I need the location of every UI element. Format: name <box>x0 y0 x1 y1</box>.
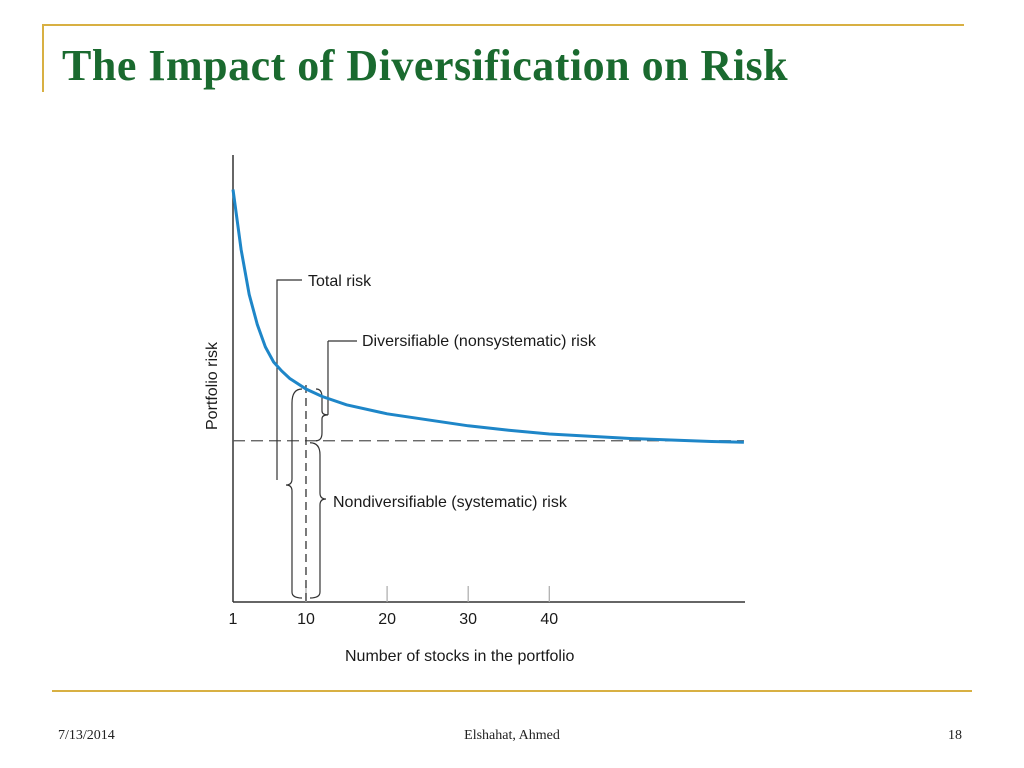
risk-chart: 1 10 20 30 40 Total risk Diversifiable (nons… <box>204 155 745 665</box>
footer-author: Elshahat, Ahmed <box>464 728 560 743</box>
x-tick-label-1: 1 <box>229 611 238 628</box>
x-tick-label-40: 40 <box>540 611 558 628</box>
page-number: 18 <box>948 728 962 743</box>
total-risk-curve <box>231 189 744 444</box>
top-frame-rule <box>42 24 964 26</box>
slide-title: The Impact of Diversification on Risk <box>62 41 789 90</box>
total-risk-bracket <box>276 279 302 480</box>
y-axis-label: Portfolio risk <box>204 341 221 430</box>
x-tick-label-20: 20 <box>378 611 396 628</box>
nondiversifiable-risk-label: Nondiversifiable (systematic) risk <box>333 494 568 511</box>
footer-rule <box>52 690 972 692</box>
x-tick-label-10: 10 <box>297 611 315 628</box>
left-frame-rule <box>42 24 44 92</box>
systematic-risk-brace-left <box>285 388 303 599</box>
footer-date: 7/13/2014 <box>58 728 115 743</box>
total-risk-label: Total risk <box>308 273 372 290</box>
diversifiable-risk-label: Diversifiable (nonsystematic) risk <box>362 333 597 350</box>
x-axis-label: Number of stocks in the portfolio <box>345 648 575 665</box>
x-tick-label-30: 30 <box>459 611 477 628</box>
systematic-risk-brace-right <box>309 442 327 599</box>
